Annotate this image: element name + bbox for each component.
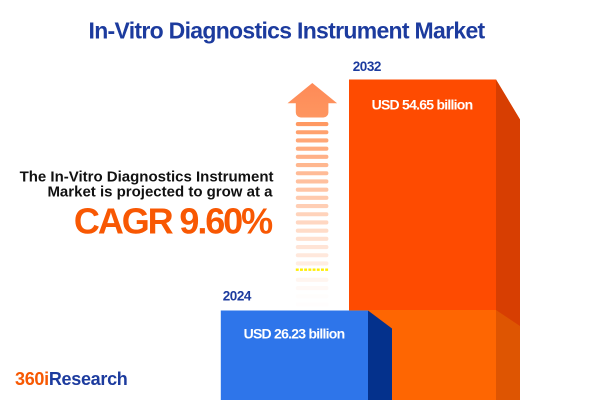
svg-text:2032: 2032: [353, 59, 381, 74]
svg-text:Market is projected to grow at: Market is projected to grow at a: [47, 184, 273, 201]
svg-text:2024: 2024: [223, 288, 252, 303]
svg-text:In-Vitro Diagnostics Instrumen: In-Vitro Diagnostics Instrument Market: [89, 17, 486, 43]
svg-text:360iResearch: 360iResearch: [15, 369, 128, 389]
svg-text:CAGR 9.60%: CAGR 9.60%: [74, 201, 273, 242]
svg-text:USD 26.23 billion: USD 26.23 billion: [244, 326, 345, 342]
svg-text:USD 54.65 billion: USD 54.65 billion: [372, 96, 473, 112]
svg-text:The In-Vitro Diagnostics Instr: The In-Vitro Diagnostics Instrument: [20, 169, 274, 186]
